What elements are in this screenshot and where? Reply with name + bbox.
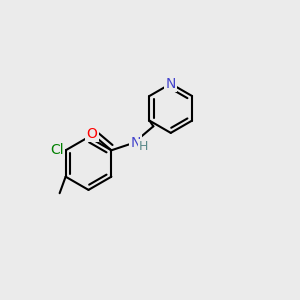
Text: N: N bbox=[166, 77, 176, 91]
Text: H: H bbox=[139, 140, 148, 153]
Text: N: N bbox=[130, 136, 141, 150]
Text: Cl: Cl bbox=[50, 143, 63, 157]
Text: O: O bbox=[86, 127, 97, 141]
